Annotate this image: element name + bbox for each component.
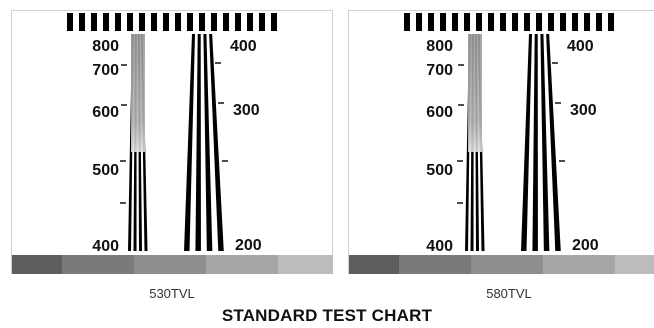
checker-square [199, 13, 205, 31]
checker-square [572, 13, 578, 31]
checker-square [175, 13, 181, 31]
top-checker-bar [67, 13, 277, 31]
chart-graphic-530 [12, 13, 333, 274]
left-label-400: 400 [92, 238, 119, 255]
checker-square [440, 13, 446, 31]
checker-square [247, 13, 253, 31]
wedge-line [546, 34, 561, 251]
chart-graphic-580 [349, 13, 654, 274]
gray-step [62, 255, 134, 274]
right-wedge [521, 34, 561, 251]
checker-square [67, 13, 73, 31]
wedge-line [532, 34, 538, 251]
left-label-800: 800 [92, 38, 119, 55]
wedge-line [209, 34, 224, 251]
test-chart-panel-530: 800 700 600 500 400 400 300 200 [11, 10, 333, 274]
checker-square [560, 13, 566, 31]
checker-square [163, 13, 169, 31]
checker-square [488, 13, 494, 31]
checker-square [584, 13, 590, 31]
checker-square [500, 13, 506, 31]
test-chart-panel-580: 800 700 600 500 400 400 300 200 [348, 10, 654, 274]
checker-square [235, 13, 241, 31]
checker-square [428, 13, 434, 31]
checker-square [416, 13, 422, 31]
checker-square [127, 13, 133, 31]
panel-caption-580: 580TVL [486, 286, 532, 301]
right-label-400: 400 [567, 38, 594, 55]
wedge-blur-zone [468, 34, 482, 152]
gray-scale-strip [349, 255, 654, 274]
top-checker-bar [404, 13, 614, 31]
checker-square [596, 13, 602, 31]
checker-square [548, 13, 554, 31]
checker-square [524, 13, 530, 31]
checker-square [187, 13, 193, 31]
checker-square [464, 13, 470, 31]
gray-step [278, 255, 333, 274]
wedge-blur-zone [131, 34, 145, 152]
right-label-300: 300 [233, 102, 260, 119]
left-wedge [465, 34, 487, 251]
right-label-200: 200 [572, 237, 599, 254]
wedge-line [540, 34, 550, 251]
gray-step [206, 255, 278, 274]
checker-square [79, 13, 85, 31]
gray-step [543, 255, 615, 274]
checker-square [259, 13, 265, 31]
checker-square [452, 13, 458, 31]
checker-square [115, 13, 121, 31]
right-label-200: 200 [235, 237, 262, 254]
right-wedge [184, 34, 224, 251]
left-label-700: 700 [92, 62, 119, 79]
checker-square [103, 13, 109, 31]
gray-step [615, 255, 654, 274]
wedge-line [195, 34, 201, 251]
gray-step [349, 255, 399, 274]
checker-square [91, 13, 97, 31]
left-label-500: 500 [92, 162, 119, 179]
checker-square [608, 13, 614, 31]
left-label-600: 600 [92, 104, 119, 121]
checker-square [536, 13, 542, 31]
left-label-400: 400 [426, 238, 453, 255]
tick-marks [457, 62, 565, 204]
wedge-line [184, 34, 195, 251]
left-wedge [128, 34, 150, 251]
right-label-300: 300 [570, 102, 597, 119]
left-label-700: 700 [426, 62, 453, 79]
chart-title: STANDARD TEST CHART [221, 306, 433, 325]
left-label-600: 600 [426, 104, 453, 121]
checker-square [211, 13, 217, 31]
gray-scale-strip [12, 255, 333, 274]
tick-marks [120, 62, 228, 204]
gray-step [471, 255, 543, 274]
wedge-line [203, 34, 213, 251]
panel-caption-530: 530TVL [149, 286, 195, 301]
checker-square [512, 13, 518, 31]
checker-square [223, 13, 229, 31]
wedge-line [521, 34, 532, 251]
checker-square [151, 13, 157, 31]
checker-square [139, 13, 145, 31]
left-label-500: 500 [426, 162, 453, 179]
left-label-800: 800 [426, 38, 453, 55]
right-label-400: 400 [230, 38, 257, 55]
checker-square [404, 13, 410, 31]
gray-step [399, 255, 471, 274]
gray-step [134, 255, 206, 274]
checker-square [271, 13, 277, 31]
gray-step [12, 255, 62, 274]
checker-square [476, 13, 482, 31]
